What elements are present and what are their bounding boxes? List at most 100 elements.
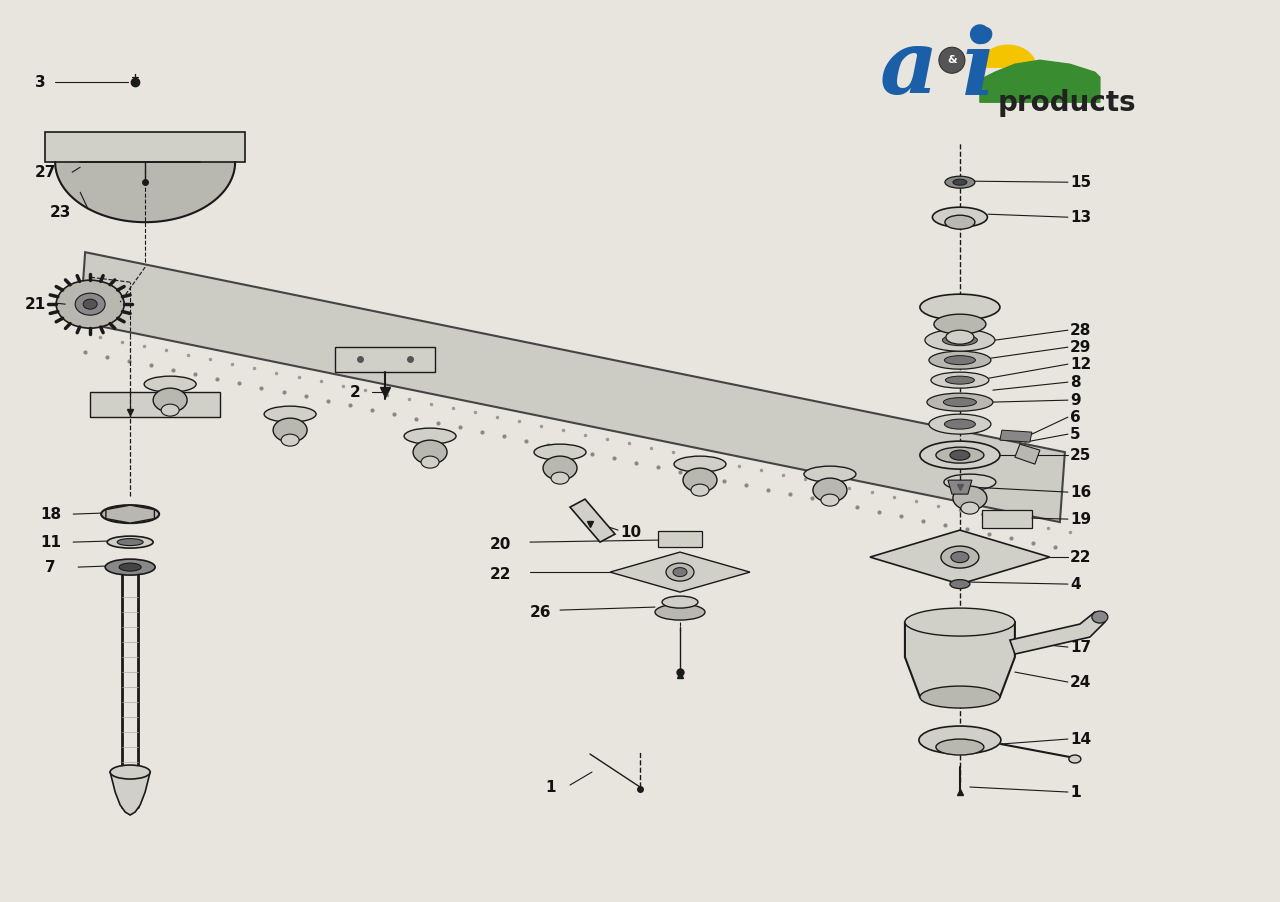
- FancyBboxPatch shape: [658, 531, 701, 548]
- Polygon shape: [611, 552, 750, 592]
- Ellipse shape: [919, 726, 1001, 754]
- Text: 17: 17: [1070, 640, 1091, 655]
- Polygon shape: [980, 45, 1036, 68]
- Ellipse shape: [942, 335, 978, 345]
- Ellipse shape: [655, 604, 705, 620]
- Ellipse shape: [952, 486, 987, 511]
- Text: 8: 8: [1070, 374, 1080, 390]
- Text: 15: 15: [1070, 175, 1091, 189]
- Ellipse shape: [941, 546, 979, 568]
- Text: 1: 1: [1070, 785, 1080, 799]
- Ellipse shape: [945, 419, 975, 429]
- Ellipse shape: [943, 474, 996, 490]
- Text: 26: 26: [530, 604, 552, 620]
- Ellipse shape: [943, 398, 977, 407]
- Polygon shape: [90, 392, 220, 417]
- Text: 18: 18: [40, 507, 61, 521]
- Polygon shape: [106, 505, 155, 523]
- Polygon shape: [948, 480, 972, 494]
- Text: 27: 27: [35, 165, 56, 179]
- Ellipse shape: [813, 478, 847, 502]
- Text: 9: 9: [1070, 392, 1080, 408]
- Ellipse shape: [662, 596, 698, 608]
- Ellipse shape: [945, 216, 975, 229]
- Text: 22: 22: [490, 566, 512, 582]
- Ellipse shape: [1092, 611, 1108, 623]
- Ellipse shape: [413, 440, 447, 465]
- Text: 6: 6: [1070, 410, 1080, 425]
- Text: 16: 16: [1070, 484, 1091, 500]
- Ellipse shape: [804, 466, 856, 483]
- Text: 19: 19: [1070, 511, 1091, 527]
- Ellipse shape: [691, 484, 709, 496]
- Ellipse shape: [931, 373, 989, 388]
- Ellipse shape: [946, 330, 974, 345]
- Ellipse shape: [404, 428, 456, 444]
- Text: 12: 12: [1070, 356, 1091, 372]
- Ellipse shape: [118, 538, 143, 546]
- Ellipse shape: [945, 176, 975, 189]
- Ellipse shape: [282, 434, 300, 446]
- Ellipse shape: [543, 456, 577, 480]
- Text: 25: 25: [1070, 447, 1092, 463]
- Ellipse shape: [951, 552, 969, 563]
- Text: 13: 13: [1070, 209, 1091, 225]
- Ellipse shape: [950, 580, 970, 589]
- Ellipse shape: [946, 376, 974, 384]
- Ellipse shape: [119, 563, 141, 571]
- Ellipse shape: [673, 567, 687, 576]
- Polygon shape: [870, 530, 1050, 584]
- Text: 22: 22: [1070, 549, 1092, 565]
- Text: 24: 24: [1070, 675, 1092, 689]
- Polygon shape: [1010, 612, 1105, 654]
- Ellipse shape: [161, 404, 179, 416]
- Text: 5: 5: [1070, 427, 1080, 442]
- Ellipse shape: [105, 559, 155, 575]
- Ellipse shape: [945, 355, 975, 364]
- Ellipse shape: [936, 739, 984, 755]
- Polygon shape: [1015, 444, 1039, 465]
- Polygon shape: [45, 133, 244, 162]
- Ellipse shape: [925, 329, 995, 351]
- Text: 4: 4: [1070, 576, 1080, 592]
- Text: 21: 21: [26, 297, 46, 312]
- Ellipse shape: [110, 765, 150, 779]
- Text: &: &: [947, 55, 956, 65]
- Ellipse shape: [76, 293, 105, 315]
- Circle shape: [970, 24, 989, 44]
- Polygon shape: [980, 60, 1100, 102]
- FancyBboxPatch shape: [982, 511, 1032, 528]
- Text: 1: 1: [545, 779, 556, 795]
- Text: 2: 2: [351, 384, 361, 400]
- Ellipse shape: [952, 179, 966, 185]
- Ellipse shape: [101, 505, 159, 523]
- Ellipse shape: [550, 472, 570, 484]
- Ellipse shape: [56, 281, 124, 328]
- Polygon shape: [905, 622, 1015, 697]
- Text: a: a: [879, 26, 938, 112]
- Ellipse shape: [920, 441, 1000, 469]
- Ellipse shape: [929, 351, 991, 369]
- Ellipse shape: [421, 456, 439, 468]
- Ellipse shape: [920, 686, 1000, 708]
- Ellipse shape: [961, 502, 979, 514]
- Polygon shape: [110, 772, 150, 815]
- Ellipse shape: [675, 456, 726, 472]
- Polygon shape: [570, 499, 614, 542]
- Text: 20: 20: [490, 537, 512, 552]
- Text: 14: 14: [1070, 732, 1091, 747]
- Ellipse shape: [108, 536, 154, 548]
- Polygon shape: [335, 347, 435, 373]
- Ellipse shape: [929, 414, 991, 434]
- Text: 28: 28: [1070, 323, 1092, 337]
- Text: products: products: [998, 89, 1137, 117]
- Ellipse shape: [936, 447, 984, 463]
- Ellipse shape: [927, 393, 993, 411]
- Ellipse shape: [145, 376, 196, 392]
- Text: 7: 7: [45, 559, 56, 575]
- Ellipse shape: [264, 406, 316, 422]
- Text: i: i: [961, 26, 996, 112]
- Polygon shape: [55, 162, 236, 222]
- Text: 3: 3: [35, 75, 46, 89]
- Ellipse shape: [273, 419, 307, 442]
